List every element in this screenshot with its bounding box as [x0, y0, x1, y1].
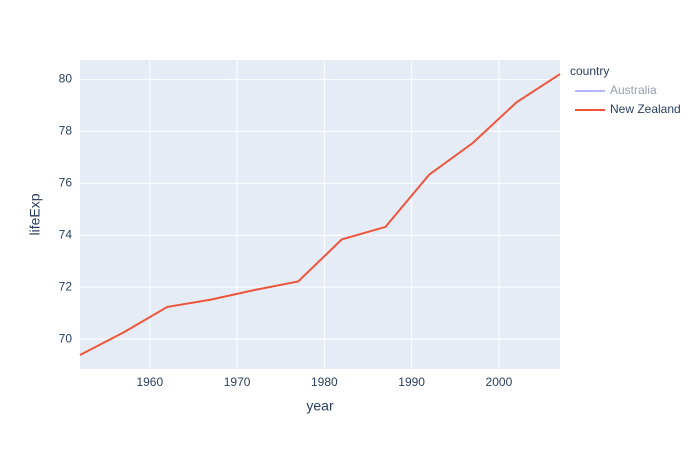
y-axis-title: lifeExp [27, 193, 43, 235]
legend-label: Australia [610, 83, 657, 97]
y-tick-label: 76 [59, 175, 73, 189]
plot-area [80, 60, 560, 369]
y-tick-label: 80 [59, 72, 73, 86]
legend-title: country [570, 64, 609, 78]
x-tick-label: 1970 [224, 375, 251, 389]
y-tick-label: 74 [59, 227, 73, 241]
y-tick-label: 70 [59, 331, 73, 345]
x-axis-title: year [306, 398, 334, 414]
y-tick-label: 72 [59, 279, 73, 293]
y-tick-label: 78 [59, 123, 73, 137]
x-tick-label: 1990 [398, 375, 425, 389]
x-tick-label: 2000 [486, 375, 513, 389]
legend-label: New Zealand [610, 102, 681, 116]
line [79, 73, 561, 356]
x-tick-label: 1960 [136, 375, 163, 389]
x-tick-label: 1980 [311, 375, 338, 389]
